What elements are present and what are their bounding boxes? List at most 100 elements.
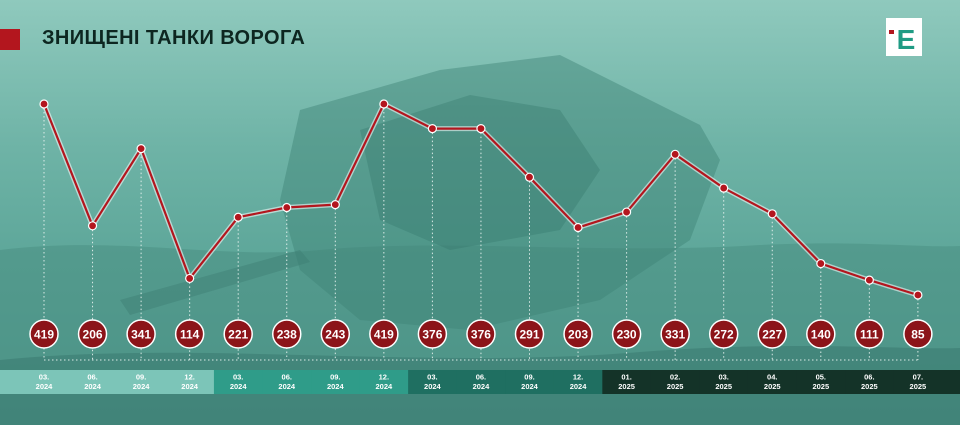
date-label-month: 03. xyxy=(233,373,243,382)
value-label: 206 xyxy=(83,328,103,342)
date-label-month: 12. xyxy=(573,373,583,382)
date-label-year: 2025 xyxy=(812,382,829,391)
value-label: 272 xyxy=(714,328,734,342)
logo-accent-bar xyxy=(889,30,894,34)
date-label-year: 2024 xyxy=(133,382,151,391)
value-label: 376 xyxy=(422,328,442,342)
logo-letter: Е xyxy=(897,24,916,55)
date-label-year: 2024 xyxy=(570,382,588,391)
value-badge xyxy=(369,319,399,349)
epravda-logo-icon: Е xyxy=(886,18,922,56)
value-label: 85 xyxy=(911,328,925,342)
timeline-band-segment xyxy=(747,370,798,394)
chart-title: ЗНИЩЕНІ ТАНКИ ВОРОГА xyxy=(42,27,306,49)
date-label-month: 06. xyxy=(864,373,874,382)
date-label-year: 2024 xyxy=(181,382,199,391)
value-badge xyxy=(757,319,787,349)
date-label-month: 12. xyxy=(379,373,389,382)
data-point xyxy=(330,200,340,210)
value-label: 238 xyxy=(277,328,297,342)
timeline-band-segment xyxy=(893,370,960,394)
timeline-band-segment xyxy=(165,370,215,394)
date-label-month: 04. xyxy=(767,373,777,382)
value-label: 203 xyxy=(568,328,588,342)
value-label: 140 xyxy=(811,328,831,342)
value-label: 376 xyxy=(471,328,491,342)
value-badge xyxy=(854,319,885,349)
timeline-band-segment xyxy=(408,370,458,394)
background-tank-shape xyxy=(280,55,720,330)
date-label-year: 2024 xyxy=(424,382,442,391)
timeline-band-segment xyxy=(213,370,263,394)
value-label: 419 xyxy=(34,328,54,342)
date-label-month: 06. xyxy=(282,373,292,382)
data-point xyxy=(816,258,826,269)
value-badge xyxy=(660,319,690,349)
date-label-year: 2025 xyxy=(715,382,732,391)
timeline-band-segment xyxy=(845,370,895,394)
value-label: 341 xyxy=(131,328,151,342)
data-point xyxy=(427,123,437,134)
date-label-month: 01. xyxy=(621,373,631,382)
date-label-year: 2024 xyxy=(327,382,345,391)
timeline-band-segment xyxy=(553,370,603,394)
timeline-band-segment xyxy=(505,370,555,394)
value-badge xyxy=(174,319,205,349)
date-label-month: 07. xyxy=(913,373,923,382)
date-label-year: 2024 xyxy=(230,382,248,391)
date-label-year: 2024 xyxy=(84,382,102,391)
value-badge xyxy=(514,319,545,349)
date-label-month: 03. xyxy=(718,373,728,382)
timeline-band-segment xyxy=(456,370,506,394)
logo-background xyxy=(886,18,922,56)
value-badge xyxy=(806,319,836,349)
value-label: 111 xyxy=(860,328,879,342)
data-point xyxy=(864,275,874,285)
date-label-year: 2024 xyxy=(521,382,539,391)
timeline-band-segment xyxy=(116,370,166,394)
data-point xyxy=(524,172,535,182)
background-barrel-shape xyxy=(120,250,310,315)
value-badge xyxy=(223,319,253,349)
date-label-month: 12. xyxy=(184,373,194,382)
date-label-month: 06. xyxy=(87,373,97,382)
date-label-year: 2024 xyxy=(376,382,394,391)
date-label-month: 03. xyxy=(39,373,49,382)
date-label-month: 09. xyxy=(136,373,146,382)
timeline-band-segment xyxy=(602,370,652,394)
timeline-band-segment xyxy=(68,370,118,394)
value-badge xyxy=(466,319,496,349)
value-badge xyxy=(903,319,933,349)
value-label: 221 xyxy=(228,328,248,342)
value-badge xyxy=(320,319,351,349)
timeline-band-segment xyxy=(699,370,749,394)
data-point xyxy=(767,209,777,219)
value-badge xyxy=(77,319,108,349)
value-label: 114 xyxy=(180,328,200,342)
value-badge xyxy=(29,319,59,349)
date-label-year: 2024 xyxy=(36,382,54,391)
date-label-month: 05. xyxy=(816,373,826,382)
data-point xyxy=(136,144,146,154)
value-label: 227 xyxy=(762,328,782,342)
date-label-year: 2025 xyxy=(910,382,927,391)
date-label-year: 2024 xyxy=(278,382,296,391)
data-point xyxy=(573,222,583,233)
data-point xyxy=(379,99,389,109)
value-badge xyxy=(272,319,302,349)
date-label-year: 2025 xyxy=(667,382,684,391)
data-point xyxy=(282,202,292,213)
value-label: 243 xyxy=(325,328,345,342)
value-badge xyxy=(126,319,156,349)
accent-square xyxy=(0,29,20,50)
date-label-year: 2024 xyxy=(473,382,491,391)
data-point xyxy=(87,221,98,231)
date-label-year: 2025 xyxy=(764,382,781,391)
value-label: 291 xyxy=(519,328,539,342)
data-point xyxy=(233,212,243,222)
value-label: 331 xyxy=(665,328,685,342)
date-label-month: 09. xyxy=(524,373,534,382)
data-point xyxy=(185,273,195,284)
